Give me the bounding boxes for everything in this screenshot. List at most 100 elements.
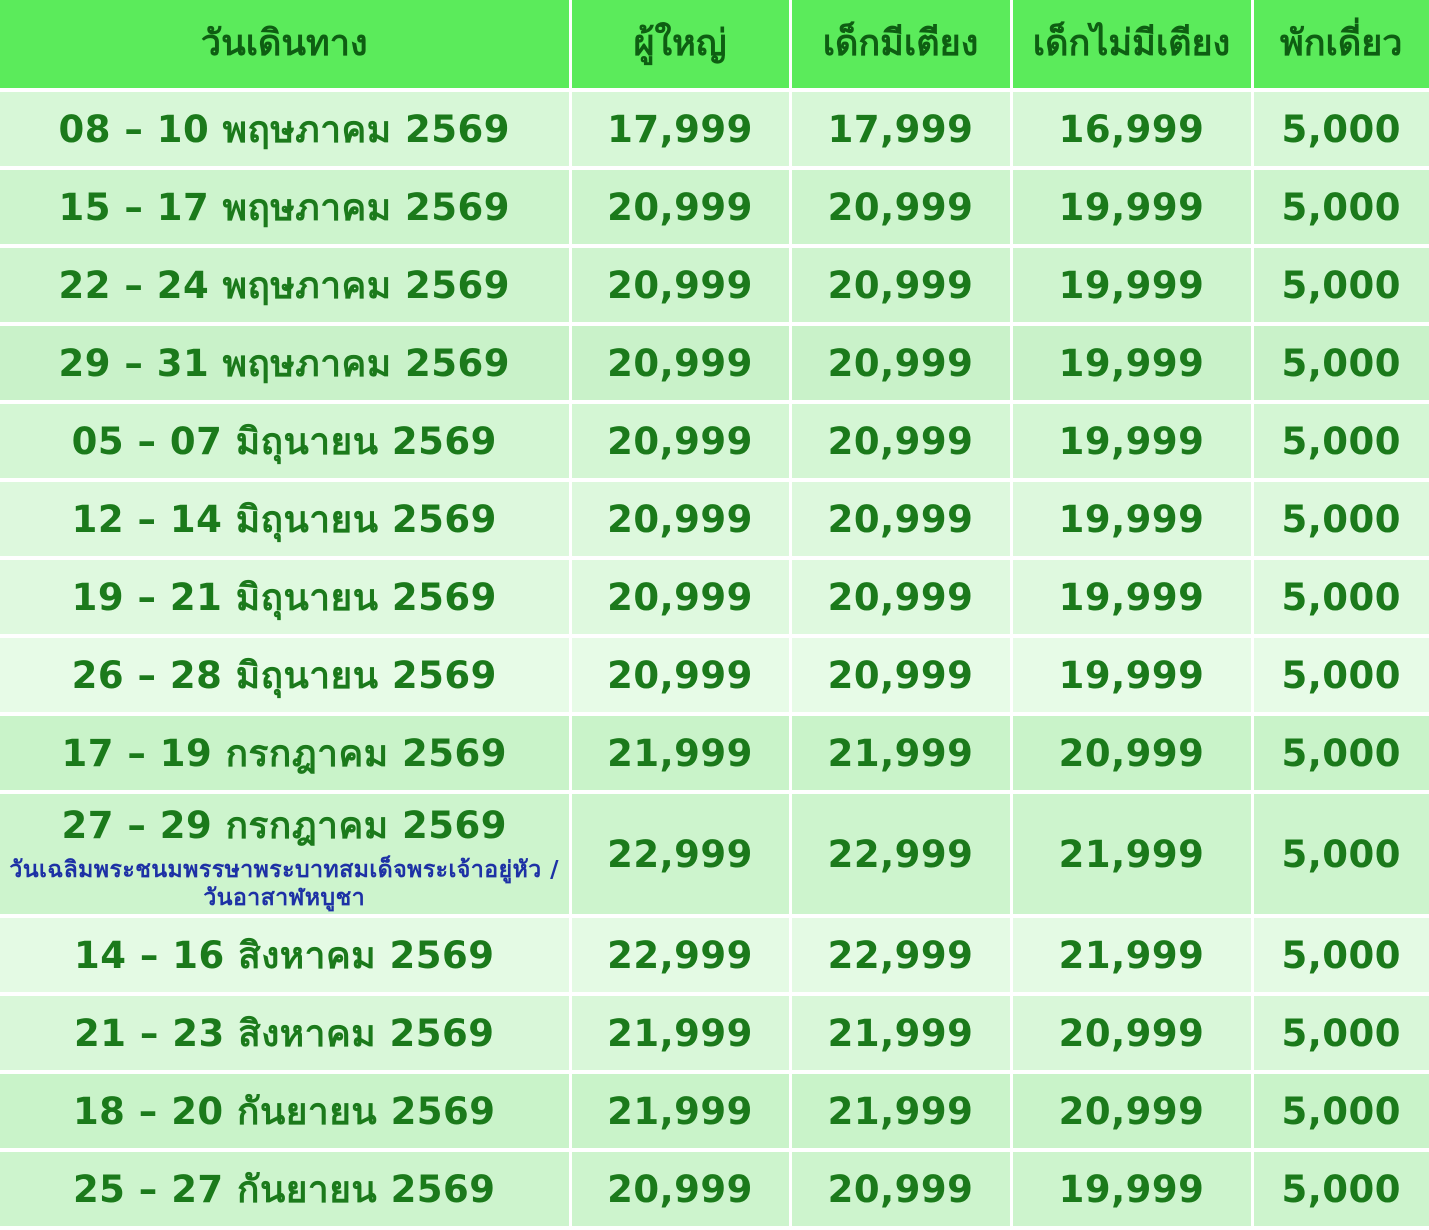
adult-price-cell: 21,999 <box>570 994 792 1074</box>
travel-date-cell: 08 – 10 พฤษภาคม 2569 <box>0 90 572 170</box>
single-supplement-price-cell: 5,000 <box>1252 994 1429 1074</box>
child-no-bed-price-cell: 16,999 <box>1011 90 1254 170</box>
adult-price-cell: 20,999 <box>570 402 792 482</box>
child-with-bed-price-cell: 20,999 <box>790 480 1013 560</box>
adult-price-cell: 20,999 <box>570 1150 792 1230</box>
holiday-note-line: วันเฉลิมพระชนมพรรษาพระบาทสมเด็จพระเจ้าอย… <box>9 856 560 883</box>
table-row: 15 – 17 พฤษภาคม 2569 20,999 20,999 19,999 5,… <box>0 168 1429 248</box>
table-row: 29 – 31 พฤษภาคม 2569 20,999 20,999 19,999 5,… <box>0 324 1429 404</box>
travel-date-cell: 19 – 21 มิถุนายน 2569 <box>0 558 572 638</box>
single-supplement-price-cell: 5,000 <box>1252 1072 1429 1152</box>
single-supplement-price-cell: 5,000 <box>1252 558 1429 638</box>
child-with-bed-price-cell: 20,999 <box>790 636 1013 716</box>
child-no-bed-price-cell: 19,999 <box>1011 324 1254 404</box>
child-with-bed-price-cell: 20,999 <box>790 168 1013 248</box>
table-row: 08 – 10 พฤษภาคม 2569 17,999 17,999 16,999 5,… <box>0 90 1429 170</box>
travel-date-cell: 18 – 20 กันยายน 2569 <box>0 1072 572 1152</box>
col-header-adult: ผู้ใหญ่ <box>570 0 792 92</box>
travel-date-text: 22 – 24 พฤษภาคม 2569 <box>58 263 510 307</box>
child-with-bed-price-cell: 22,999 <box>790 916 1013 996</box>
travel-date-cell: 22 – 24 พฤษภาคม 2569 <box>0 246 572 326</box>
child-no-bed-price-cell: 19,999 <box>1011 1150 1254 1230</box>
single-supplement-price-cell: 5,000 <box>1252 402 1429 482</box>
travel-date-text: 26 – 28 มิถุนายน 2569 <box>71 653 497 697</box>
child-with-bed-price-cell: 17,999 <box>790 90 1013 170</box>
child-no-bed-price-cell: 21,999 <box>1011 792 1254 918</box>
table-row: 27 – 29 กรกฎาคม 2569 วันเฉลิมพระชนมพรรษาพ… <box>0 792 1429 918</box>
travel-date-text: 19 – 21 มิถุนายน 2569 <box>71 575 497 619</box>
child-with-bed-price-cell: 21,999 <box>790 1072 1013 1152</box>
travel-date-text: 15 – 17 พฤษภาคม 2569 <box>58 185 510 229</box>
single-supplement-price-cell: 5,000 <box>1252 714 1429 794</box>
single-supplement-price-cell: 5,000 <box>1252 636 1429 716</box>
table-row: 14 – 16 สิงหาคม 2569 22,999 22,999 21,999 5,… <box>0 916 1429 996</box>
travel-date-text: 18 – 20 กันยายน 2569 <box>72 1089 496 1133</box>
travel-date-cell: 21 – 23 สิงหาคม 2569 <box>0 994 572 1074</box>
travel-date-text: 05 – 07 มิถุนายน 2569 <box>71 419 497 463</box>
adult-price-cell: 20,999 <box>570 636 792 716</box>
child-with-bed-price-cell: 21,999 <box>790 714 1013 794</box>
child-with-bed-price-cell: 20,999 <box>790 558 1013 638</box>
single-supplement-price-cell: 5,000 <box>1252 916 1429 996</box>
table-row: 19 – 21 มิถุนายน 2569 20,999 20,999 19,999 5… <box>0 558 1429 638</box>
col-header-single-supplement: พักเดี่ยว <box>1252 0 1429 92</box>
single-supplement-price-cell: 5,000 <box>1252 792 1429 918</box>
adult-price-cell: 20,999 <box>570 558 792 638</box>
travel-date-cell: 29 – 31 พฤษภาคม 2569 <box>0 324 572 404</box>
travel-date-text: 12 – 14 มิถุนายน 2569 <box>71 497 497 541</box>
table-row: 25 – 27 กันยายน 2569 20,999 20,999 19,999 5,… <box>0 1150 1429 1230</box>
child-no-bed-price-cell: 20,999 <box>1011 714 1254 794</box>
travel-date-cell: 27 – 29 กรกฎาคม 2569 วันเฉลิมพระชนมพรรษาพ… <box>0 792 572 918</box>
single-supplement-price-cell: 5,000 <box>1252 168 1429 248</box>
adult-price-cell: 20,999 <box>570 246 792 326</box>
child-no-bed-price-cell: 19,999 <box>1011 558 1254 638</box>
travel-date-cell: 26 – 28 มิถุนายน 2569 <box>0 636 572 716</box>
adult-price-cell: 20,999 <box>570 324 792 404</box>
col-header-child-no-bed: เด็กไม่มีเตียง <box>1011 0 1254 92</box>
travel-date-text: 21 – 23 สิงหาคม 2569 <box>74 1011 495 1055</box>
adult-price-cell: 22,999 <box>570 792 792 918</box>
table-row: 17 – 19 กรกฎาคม 2569 21,999 21,999 20,999 5,… <box>0 714 1429 794</box>
child-no-bed-price-cell: 19,999 <box>1011 636 1254 716</box>
single-supplement-price-cell: 5,000 <box>1252 90 1429 170</box>
travel-date-cell: 12 – 14 มิถุนายน 2569 <box>0 480 572 560</box>
table-row: 12 – 14 มิถุนายน 2569 20,999 20,999 19,999 5… <box>0 480 1429 560</box>
child-no-bed-price-cell: 19,999 <box>1011 246 1254 326</box>
header-row: วันเดินทาง ผู้ใหญ่ เด็กมีเตียง เด็กไม่มี… <box>0 0 1429 92</box>
child-no-bed-price-cell: 20,999 <box>1011 1072 1254 1152</box>
child-with-bed-price-cell: 20,999 <box>790 402 1013 482</box>
travel-date-cell: 17 – 19 กรกฎาคม 2569 <box>0 714 572 794</box>
adult-price-cell: 21,999 <box>570 1072 792 1152</box>
adult-price-cell: 20,999 <box>570 480 792 560</box>
child-with-bed-price-cell: 21,999 <box>790 994 1013 1074</box>
travel-date-text: 29 – 31 พฤษภาคม 2569 <box>58 341 510 385</box>
travel-date-text: 17 – 19 กรกฎาคม 2569 <box>61 731 507 775</box>
table-row: 21 – 23 สิงหาคม 2569 21,999 21,999 20,999 5,… <box>0 994 1429 1074</box>
child-no-bed-price-cell: 19,999 <box>1011 402 1254 482</box>
child-with-bed-price-cell: 20,999 <box>790 246 1013 326</box>
child-with-bed-price-cell: 20,999 <box>790 1150 1013 1230</box>
table-row: 18 – 20 กันยายน 2569 21,999 21,999 20,999 5,… <box>0 1072 1429 1152</box>
child-with-bed-price-cell: 22,999 <box>790 792 1013 918</box>
adult-price-cell: 20,999 <box>570 168 792 248</box>
child-no-bed-price-cell: 20,999 <box>1011 994 1254 1074</box>
holiday-note: วันเฉลิมพระชนมพรรษาพระบาทสมเด็จพระเจ้าอย… <box>0 857 569 912</box>
table-row: 05 – 07 มิถุนายน 2569 20,999 20,999 19,999 5… <box>0 402 1429 482</box>
travel-date-cell: 25 – 27 กันยายน 2569 <box>0 1150 572 1230</box>
col-header-child-with-bed: เด็กมีเตียง <box>790 0 1013 92</box>
travel-date-cell: 15 – 17 พฤษภาคม 2569 <box>0 168 572 248</box>
travel-date-text: 27 – 29 กรกฎาคม 2569 <box>61 803 507 847</box>
child-no-bed-price-cell: 19,999 <box>1011 480 1254 560</box>
adult-price-cell: 21,999 <box>570 714 792 794</box>
holiday-note-line: วันอาสาฬหบูชา <box>203 884 366 911</box>
travel-date-cell: 05 – 07 มิถุนายน 2569 <box>0 402 572 482</box>
child-no-bed-price-cell: 21,999 <box>1011 916 1254 996</box>
child-no-bed-price-cell: 19,999 <box>1011 168 1254 248</box>
single-supplement-price-cell: 5,000 <box>1252 246 1429 326</box>
single-supplement-price-cell: 5,000 <box>1252 480 1429 560</box>
travel-date-text: 25 – 27 กันยายน 2569 <box>72 1167 496 1211</box>
adult-price-cell: 17,999 <box>570 90 792 170</box>
travel-date-text: 14 – 16 สิงหาคม 2569 <box>74 933 495 977</box>
travel-date-text: 08 – 10 พฤษภาคม 2569 <box>58 107 510 151</box>
